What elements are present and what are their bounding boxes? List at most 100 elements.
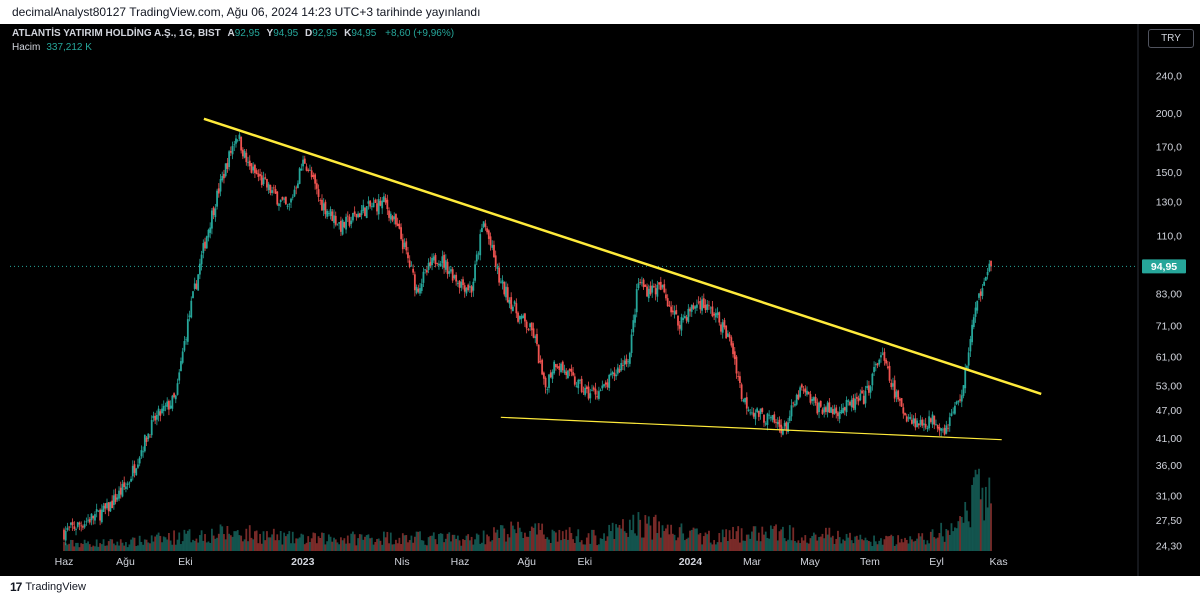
volume-bar xyxy=(592,529,595,551)
volume-bar xyxy=(295,538,298,551)
volume-bar xyxy=(671,533,674,551)
candle-body xyxy=(180,361,182,371)
candle-body xyxy=(88,519,91,523)
volume-bar xyxy=(119,539,122,551)
candle-body xyxy=(395,214,397,225)
volume-bar xyxy=(759,541,762,551)
currency-button[interactable]: TRY xyxy=(1148,29,1194,48)
tradingview-logo[interactable]: 17 TradingView xyxy=(10,580,86,594)
candle-body xyxy=(886,366,889,368)
last-price-label: 94,95 xyxy=(1151,261,1177,273)
volume-bar xyxy=(272,528,275,551)
candle-body xyxy=(649,285,652,295)
candle-body xyxy=(223,173,225,179)
volume-bar xyxy=(622,519,624,551)
candle-body xyxy=(702,298,705,308)
volume-bar xyxy=(307,536,310,551)
candle-body xyxy=(116,497,119,500)
volume-bar xyxy=(642,537,645,551)
volume-bar xyxy=(183,529,186,551)
candle-body xyxy=(257,173,260,177)
symbol-title[interactable]: ATLANTİS YATIRIM HOLDİNG A.Ş., 1G, BIST xyxy=(12,28,221,39)
volume-bar xyxy=(984,486,987,551)
candle-body xyxy=(809,394,812,403)
volume-bar xyxy=(145,539,148,551)
candle-body xyxy=(166,401,169,407)
candle-body xyxy=(862,395,865,405)
volume-bar xyxy=(162,536,165,551)
candle-body xyxy=(950,413,953,417)
candle-body xyxy=(563,369,566,373)
candle-body xyxy=(627,361,630,363)
volume-bar xyxy=(152,541,155,551)
candle-body xyxy=(570,368,573,372)
volume-bar xyxy=(537,523,540,551)
volume-bar xyxy=(379,540,382,551)
volume-bar xyxy=(68,543,71,551)
candle-body xyxy=(869,386,872,393)
candle-body xyxy=(885,359,888,364)
volume-bar xyxy=(580,540,583,551)
candle-body xyxy=(412,268,415,273)
volume-bar xyxy=(267,537,270,551)
volume-bar xyxy=(794,540,796,551)
candle-body xyxy=(572,372,574,376)
volume-bar xyxy=(931,529,934,551)
candle-body xyxy=(785,422,788,431)
volume-bar xyxy=(188,529,191,551)
volume-bar xyxy=(752,526,755,551)
candle-body xyxy=(713,313,716,316)
candle-body xyxy=(396,223,399,226)
volume-bar xyxy=(481,542,483,551)
candle-body xyxy=(524,313,526,322)
candle-body xyxy=(494,255,497,267)
volume-bar xyxy=(489,541,492,551)
candle-body xyxy=(340,220,342,232)
volume-bar xyxy=(468,540,471,551)
volume-bar xyxy=(312,532,315,551)
volume-bar xyxy=(720,542,722,551)
volume-bar xyxy=(644,515,647,551)
candle-body xyxy=(341,220,344,235)
candle-body xyxy=(618,369,621,373)
volume-bar xyxy=(682,533,685,551)
volume-bar xyxy=(776,540,779,551)
volume-bar xyxy=(900,538,903,551)
candle-body xyxy=(651,285,654,293)
volume-bar xyxy=(950,523,953,551)
candle-body xyxy=(716,312,719,316)
candle-body xyxy=(699,301,702,310)
candle-body xyxy=(260,175,263,186)
volume-bar xyxy=(911,539,913,551)
volume-bar xyxy=(149,543,151,551)
price-chart[interactable]: 240,0 200,0 170,0 150,0 130,0 110,0 83,00 71,00… xyxy=(0,24,1200,576)
volume-bar xyxy=(683,540,686,551)
candle-body xyxy=(415,287,418,294)
candle-body xyxy=(511,306,514,312)
volume-bar xyxy=(438,533,440,551)
volume-bar xyxy=(147,542,150,551)
volume-bar xyxy=(233,531,236,551)
chart-legend: ATLANTİS YATIRIM HOLDİNG A.Ş., 1G, BIST … xyxy=(12,28,454,53)
volume-bar xyxy=(463,540,466,551)
volume-bar xyxy=(168,532,170,551)
price-tick-label: 71,00 xyxy=(1156,321,1182,333)
candle-body xyxy=(761,408,764,412)
volume-bar xyxy=(102,539,105,551)
time-tick-label: Kas xyxy=(990,556,1008,568)
volume-bar xyxy=(338,544,341,551)
candle-body xyxy=(711,306,714,317)
volume-bar xyxy=(525,536,528,551)
volume-bar xyxy=(685,538,688,551)
candle-body xyxy=(525,321,528,329)
chart-area[interactable]: 240,0 200,0 170,0 150,0 130,0 110,0 83,00 71,00… xyxy=(0,24,1200,576)
candle-body xyxy=(283,198,286,200)
candle-body xyxy=(238,134,241,139)
volume-bar xyxy=(116,541,119,551)
candle-body xyxy=(482,221,485,228)
candle-body xyxy=(264,177,267,179)
candle-body xyxy=(904,413,906,416)
candle-body xyxy=(560,363,562,372)
candle-body xyxy=(123,482,126,487)
candle-body xyxy=(678,324,681,329)
